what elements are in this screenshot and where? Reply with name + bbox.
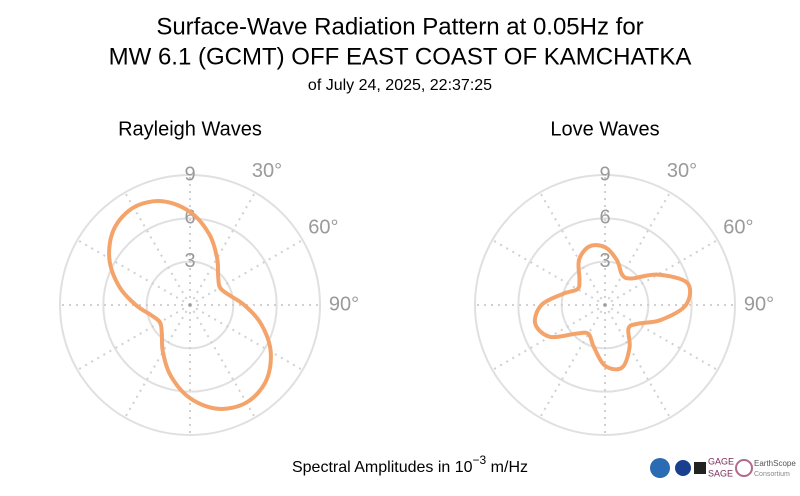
radial-tick-label: 6	[184, 207, 195, 229]
radial-grid	[102, 217, 278, 393]
angular-grid	[491, 239, 606, 306]
angular-grid	[76, 239, 191, 306]
title-line: Surface-Wave Radiation Pattern at 0.05Hz…	[156, 13, 643, 40]
radial-tick-label: 9	[599, 163, 610, 185]
angular-grid	[604, 304, 671, 419]
angular-grid	[539, 304, 606, 419]
pattern-curve	[107, 199, 273, 411]
logo-usgs	[694, 462, 706, 474]
logo-earthscope	[735, 459, 753, 477]
title-line: MW 6.1 (GCMT) OFF EAST COAST OF KAMCHATK…	[109, 43, 692, 70]
angular-grid	[124, 191, 191, 306]
angular-grid	[604, 191, 671, 306]
logo-text: SAGE	[708, 468, 733, 478]
angular-grid	[189, 239, 304, 306]
angular-tick-label: 30°	[252, 160, 282, 182]
radial-tick-label: 3	[184, 250, 195, 272]
axis-label-exponent: −3	[473, 453, 487, 467]
center-dot	[188, 303, 192, 307]
angular-grid	[76, 304, 191, 371]
angular-tick-label: 60°	[723, 216, 753, 238]
radial-grid	[474, 174, 736, 436]
subtitle: of July 24, 2025, 22:37:25	[308, 77, 492, 94]
logo-text: Consortium	[754, 471, 790, 478]
logo-text: GAGE	[708, 456, 734, 466]
polar-title: Rayleigh Waves	[118, 118, 262, 140]
angular-tick-label: 60°	[308, 216, 338, 238]
pattern-curve	[532, 243, 693, 372]
angular-grid	[539, 191, 606, 306]
axis-label-text: Spectral Amplitudes in 10	[292, 459, 473, 476]
radial-tick-label: 3	[599, 250, 610, 272]
radial-grid	[59, 174, 321, 436]
axis-label: Spectral Amplitudes in 10−3 m/Hz	[292, 453, 528, 476]
angular-tick-label: 90°	[329, 293, 359, 315]
angular-grid	[189, 304, 304, 371]
angular-tick-label: 30°	[667, 160, 697, 182]
angular-grid	[604, 239, 719, 306]
radial-tick-label: 9	[184, 163, 195, 185]
logo-text: EarthScope	[754, 459, 796, 468]
radial-grid	[517, 217, 693, 393]
axis-label-unit: m/Hz	[486, 459, 528, 476]
angular-grid	[189, 191, 256, 306]
center-dot	[603, 303, 607, 307]
angular-grid	[124, 304, 191, 419]
polar-title: Love Waves	[550, 118, 659, 140]
angular-grid	[189, 304, 256, 419]
angular-tick-label: 90°	[744, 293, 774, 315]
radial-tick-label: 6	[599, 207, 610, 229]
logos: GAGE SAGE EarthScope Consortium	[650, 456, 796, 478]
logo-nsf	[650, 458, 670, 478]
angular-grid	[604, 304, 719, 371]
logo-nasa	[675, 460, 691, 476]
